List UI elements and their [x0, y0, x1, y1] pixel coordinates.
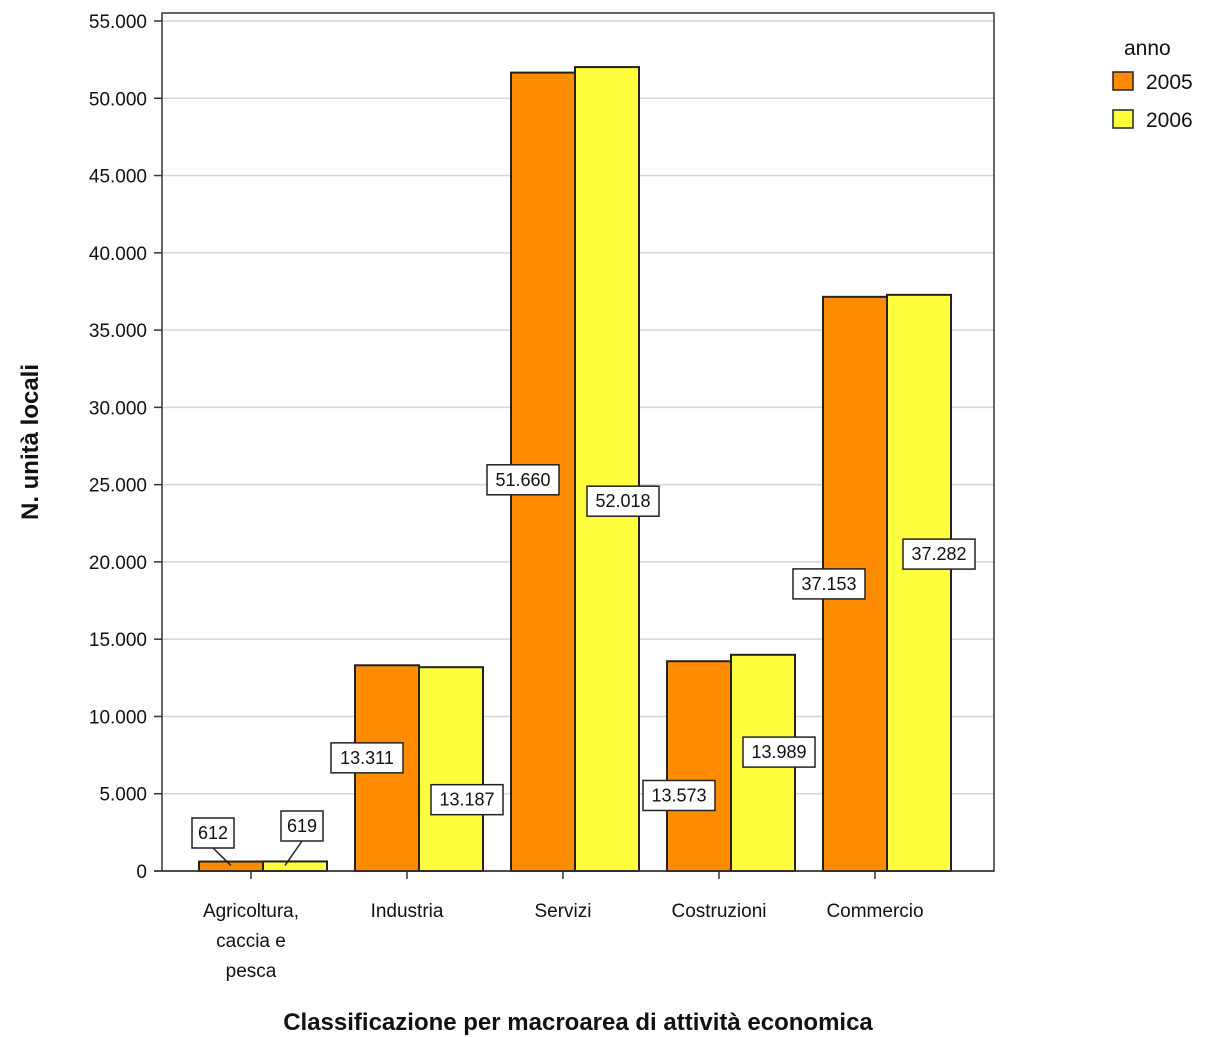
- legend-swatch-2006: [1112, 109, 1134, 129]
- data-label-box: [792, 568, 866, 600]
- data-label-box: [191, 817, 235, 849]
- y-tick-label: 40.000: [89, 244, 147, 265]
- data-label-box: [486, 464, 560, 496]
- y-tick-label: 10.000: [89, 707, 147, 728]
- data-labels: 612 619 13.311 13.187 51.660 52.018 13.573 13.9…: [191, 464, 976, 867]
- legend: anno 2005 2006: [1112, 37, 1193, 132]
- x-tick-label-line: pesca: [226, 961, 277, 982]
- x-tick-label: Costruzioni: [671, 901, 766, 922]
- data-label-box: [430, 783, 504, 816]
- data-label: 619: [287, 816, 317, 836]
- y-tick-label: 25.000: [89, 476, 147, 497]
- y-tick-label: 50.000: [89, 89, 147, 110]
- data-label: 13.573: [651, 785, 706, 805]
- axes: 0 5.000 10.000 15.000 20.000 25.000 30.000 35.0…: [89, 12, 994, 982]
- data-label: 13.311: [340, 748, 394, 768]
- legend-label-2005: 2005: [1146, 71, 1193, 94]
- bar-2006: [886, 293, 952, 873]
- data-label: 612: [198, 823, 228, 843]
- y-tick-label: 45.000: [89, 167, 147, 188]
- leader-line: [212, 847, 232, 867]
- data-label-box: [280, 810, 324, 842]
- bar-2005: [666, 660, 732, 873]
- data-label-box: [330, 742, 404, 774]
- x-tick-label: Commercio: [826, 901, 923, 922]
- data-label: 13.187: [439, 790, 494, 810]
- y-tick-label: 5.000: [99, 785, 147, 806]
- x-axis-label: Classificazione per macroarea di attivit…: [283, 1009, 873, 1036]
- bar-2006: [574, 66, 640, 873]
- y-axis-label: N. unità locali: [17, 364, 44, 520]
- y-tick-label: 55.000: [89, 12, 147, 33]
- legend-label-2006: 2006: [1146, 109, 1193, 132]
- x-tick-label-line: Costruzioni: [671, 901, 766, 922]
- x-tick-label-line: caccia e: [216, 931, 286, 952]
- legend-title: anno: [1124, 37, 1171, 60]
- y-tick-label: 35.000: [89, 321, 147, 342]
- data-label-box: [742, 736, 816, 768]
- x-tick-label-line: Commercio: [826, 901, 923, 922]
- bar-2006: [418, 666, 484, 873]
- leader-line: [284, 840, 303, 866]
- data-label: 37.153: [801, 574, 856, 594]
- bar-2005: [198, 860, 264, 872]
- x-tick-label-line: Agricoltura,: [203, 901, 299, 922]
- x-tick-label: Industria: [371, 901, 444, 922]
- x-tick-label-line: Servizi: [534, 901, 591, 922]
- data-label-box: [902, 538, 976, 570]
- legend-swatch-2005: [1112, 71, 1134, 91]
- data-label: 51.660: [495, 470, 550, 490]
- x-tick-label-line: Industria: [371, 901, 444, 922]
- data-label: 37.282: [911, 544, 966, 564]
- y-tick-label: 15.000: [89, 630, 147, 651]
- data-label: 52.018: [595, 491, 650, 511]
- bar-2006: [262, 860, 328, 873]
- y-tick-label: 30.000: [89, 398, 147, 419]
- data-label-box: [642, 779, 716, 812]
- bars: [198, 66, 952, 873]
- y-tick-label: 0: [136, 862, 147, 883]
- x-tick-label: Agricoltura, caccia e pesca: [203, 901, 299, 982]
- y-tick-label: 20.000: [89, 553, 147, 574]
- data-label-box: [586, 485, 660, 517]
- data-label: 13.989: [751, 742, 806, 762]
- x-tick-label: Servizi: [534, 901, 591, 922]
